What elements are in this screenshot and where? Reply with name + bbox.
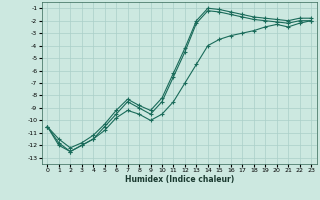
X-axis label: Humidex (Indice chaleur): Humidex (Indice chaleur) (124, 175, 234, 184)
